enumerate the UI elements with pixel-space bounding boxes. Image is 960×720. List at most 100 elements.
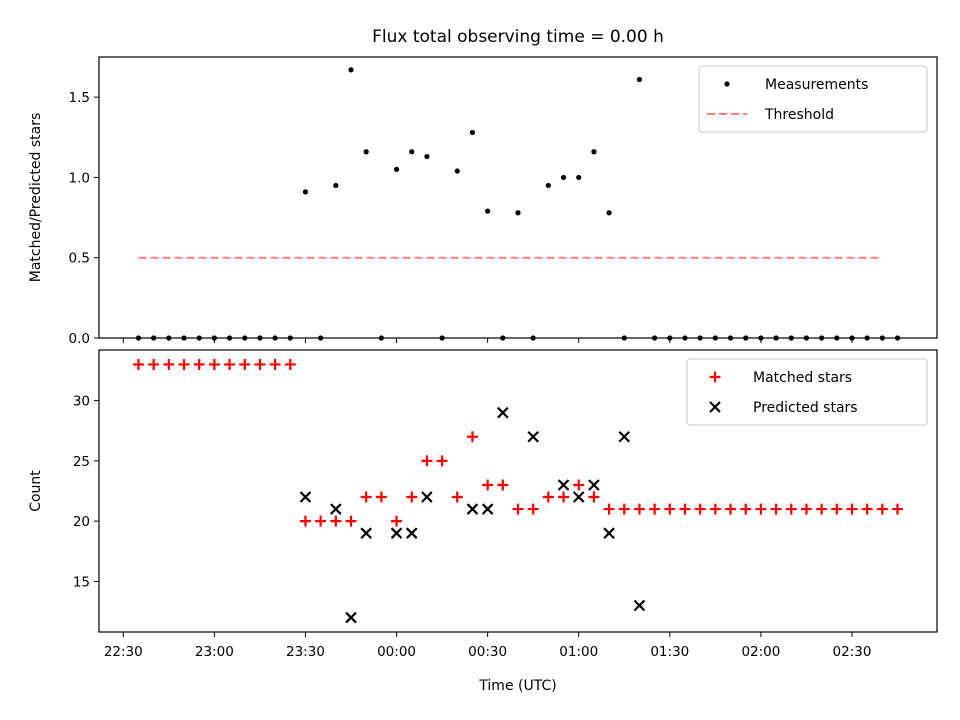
matched-stars-marker [208, 358, 220, 370]
matched-stars-marker [148, 358, 160, 370]
y-tick-label: 30 [73, 394, 90, 410]
matched-stars-marker [785, 503, 797, 515]
matched-stars-marker [558, 491, 570, 503]
y-tick-label: 20 [73, 514, 90, 530]
matched-stars-marker [725, 503, 737, 515]
matched-stars-marker [178, 358, 190, 370]
predicted-stars-marker [466, 503, 479, 515]
matched-stars-marker [193, 358, 205, 370]
predicted-stars-marker [330, 503, 342, 515]
legend-box [698, 65, 928, 133]
matched-stars-marker [466, 431, 478, 443]
matched-stars-marker [588, 491, 600, 503]
matched-stars-marker [406, 491, 418, 503]
predicted-stars-marker [481, 503, 494, 515]
y-tick-label: 1.5 [69, 90, 90, 106]
matched-stars-marker [527, 503, 539, 515]
matched-stars-marker [163, 358, 175, 370]
x-tick-label: 00:00 [377, 644, 416, 660]
matched-stars-marker [239, 358, 251, 370]
matched-stars-marker [482, 479, 494, 491]
measurement-point [636, 76, 643, 83]
matched-stars-marker [709, 503, 721, 515]
plot-frame [98, 56, 938, 339]
predicted-stars-marker [390, 527, 403, 539]
predicted-stars-marker [360, 527, 372, 539]
chart-title: Flux total observing time = 0.00 h [372, 27, 664, 47]
legend-label: Predicted stars [753, 400, 858, 416]
series-matched-stars [132, 358, 904, 527]
measurement-point [348, 67, 354, 73]
legend-marker [724, 81, 730, 87]
y-axis-label: Count [28, 470, 44, 512]
predicted-stars-marker [618, 430, 631, 443]
matched-stars-marker [755, 503, 767, 515]
matched-stars-marker [497, 479, 509, 491]
matched-stars-marker [132, 358, 144, 370]
matched-stars-marker [633, 503, 645, 515]
x-tick-label: 01:30 [650, 644, 689, 660]
legend-label: Threshold [764, 107, 834, 123]
matched-stars-marker [375, 491, 387, 503]
predicted-stars-marker [557, 479, 570, 491]
measurement-point [591, 149, 597, 155]
measurement-point [545, 182, 551, 189]
x-tick-label: 22:30 [104, 644, 143, 660]
matched-stars-marker [603, 503, 615, 515]
matched-stars-marker [269, 358, 281, 370]
matched-stars-marker [679, 503, 691, 515]
measurement-point [363, 149, 369, 155]
measurement-point [606, 210, 612, 216]
y-tick-label: 0.5 [69, 251, 90, 267]
matched-stars-marker [770, 503, 782, 515]
predicted-stars-marker [405, 527, 418, 539]
predicted-stars-marker [633, 599, 646, 612]
matched-stars-marker [892, 503, 904, 515]
measurement-point [302, 189, 309, 195]
x-tick-label: 00:30 [468, 644, 507, 660]
matched-stars-marker [816, 503, 828, 515]
legend: Matched stars Predicted stars [686, 358, 928, 426]
x-tick-label: 23:30 [286, 644, 325, 660]
measurement-point [576, 174, 582, 181]
predicted-stars-marker [527, 430, 539, 443]
y-tick-label: 0.0 [69, 331, 90, 347]
matched-stars-marker [573, 479, 585, 491]
x-tick-label: 02:00 [741, 644, 780, 660]
measurement-point [469, 129, 476, 136]
predicted-stars-marker [588, 479, 600, 491]
matched-stars-marker [360, 491, 372, 503]
matched-stars-marker [876, 503, 888, 515]
matched-stars-marker [299, 515, 311, 527]
measurement-point [454, 168, 460, 174]
matched-stars-marker [694, 503, 706, 515]
predicted-stars-marker [421, 491, 433, 503]
y-tick-label: 15 [73, 574, 90, 590]
predicted-stars-marker [299, 491, 312, 503]
legend: Measurements Threshold [698, 65, 928, 133]
x-tick-label: 02:30 [833, 644, 872, 660]
top-panel: 0.0 0.5 1.0 1.5 Matched/Predicted stars Measu… [28, 56, 938, 347]
legend-box [686, 358, 928, 426]
predicted-stars-marker [345, 611, 357, 624]
y-tick-label: 1.0 [69, 170, 90, 186]
matched-stars-marker [861, 503, 873, 515]
y-axis-label: Matched/Predicted stars [28, 113, 44, 283]
matched-stars-marker [254, 358, 266, 370]
matched-stars-marker [345, 515, 357, 527]
x-tick-label: 23:00 [195, 644, 234, 660]
matched-stars-marker [512, 503, 524, 515]
matched-stars-marker [451, 491, 463, 503]
matched-stars-marker [664, 503, 676, 515]
matched-stars-marker [315, 515, 327, 527]
bottom-panel: 15 20 25 30 22:30 23:00 23:30 00:00 00:30 01:00 01… [28, 349, 938, 694]
matched-stars-marker [421, 455, 433, 467]
matched-stars-marker [224, 358, 236, 370]
measurement-point [393, 166, 400, 172]
matched-stars-marker [618, 503, 630, 515]
measurement-point [485, 208, 491, 214]
x-tick-label: 01:00 [559, 644, 598, 660]
legend-marker [709, 401, 721, 413]
measurement-point [424, 153, 430, 160]
